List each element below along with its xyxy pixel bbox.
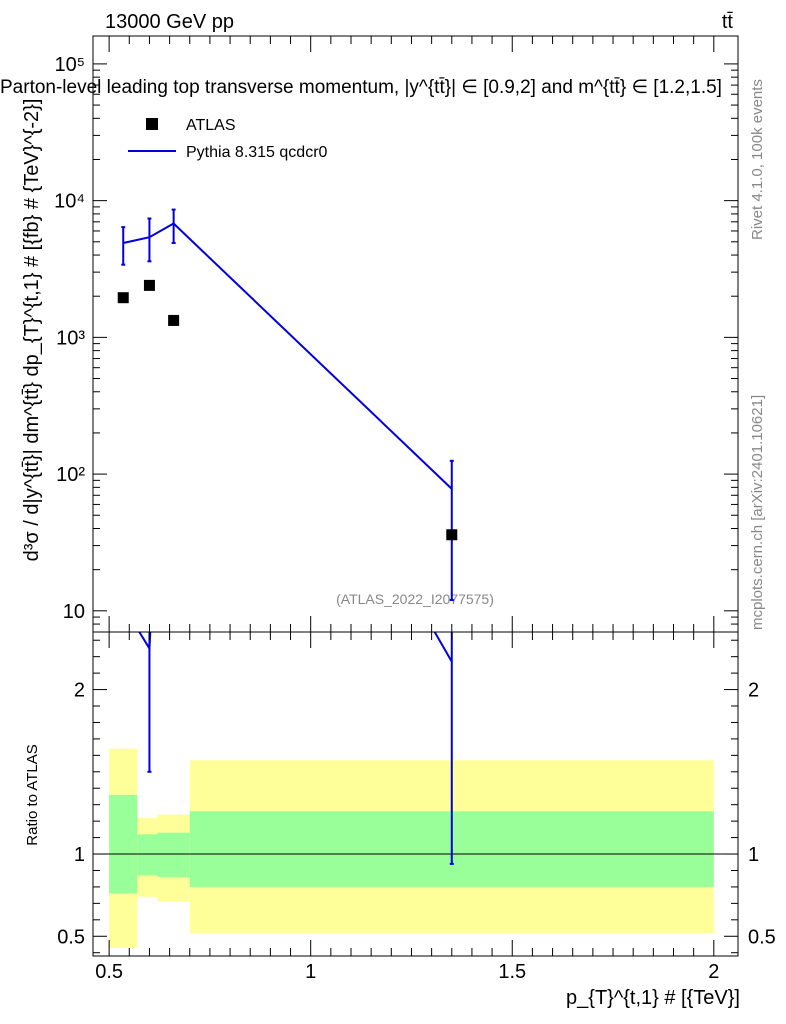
main-ytick-label: 10³: [56, 327, 85, 349]
uncertainty-band-green-0: [109, 794, 138, 894]
x-axis: 0.5 1 1.5 2: [95, 36, 719, 983]
main-ytick-label: 10⁵: [54, 54, 85, 76]
process-label: tt̄: [722, 11, 734, 33]
ratio-frame: [92, 631, 739, 957]
ratio-panel: 0.5 1 1.5 2 0.5 0.5 1 1 2 2: [57, 36, 776, 983]
ratio-ylabel: Ratio to ATLAS: [24, 744, 41, 845]
main-y-axis: 10 10² 10³ 10⁴ 10⁵: [54, 54, 738, 633]
xtick-label: 1: [305, 961, 316, 983]
atlas-point-2: [168, 314, 180, 326]
legend-pythia-label: Pythia 8.315 qcdcr0: [186, 144, 328, 161]
legend-atlas-label: ATLAS: [186, 117, 236, 134]
atlas-point-3: [446, 529, 458, 541]
atlas-point-1: [143, 279, 155, 291]
xtick-label: 0.5: [95, 961, 123, 983]
legend: ATLAS Pythia 8.315 qcdcr0: [128, 117, 328, 161]
energy-label: 13000 GeV pp: [105, 11, 234, 33]
legend-atlas-marker: [146, 118, 158, 130]
pythia-ratio-line: [138, 632, 453, 663]
ratio-y-axis: 0.5 0.5 1 1 2 2: [57, 639, 776, 954]
atlas-point-0: [117, 292, 129, 304]
main-ylabel: d³σ / d|y^{tt̄}| dm^{tt̄} dp_{T}^{t,1} #…: [21, 99, 43, 562]
ratio-ytick-label-left: 0.5: [57, 926, 85, 948]
rivet-version-label: Rivet 4.1.0, 100k events: [749, 79, 766, 240]
xtick-label: 2: [708, 961, 719, 983]
ratio-ytick-label-left: 2: [74, 680, 85, 702]
xlabel: p_{T}^{t,1} # [{TeV}]: [566, 987, 740, 1009]
analysis-id: (ATLAS_2022_I2077575): [336, 591, 494, 607]
ratio-ytick-label-right: 0.5: [748, 926, 776, 948]
main-ytick-label: 10⁴: [54, 191, 85, 213]
mcplots-label: mcplots.cern.ch [arXiv:2401.10621]: [749, 395, 766, 630]
ratio-ytick-label-right: 2: [748, 680, 759, 702]
ratio-ytick-label-right: 1: [748, 844, 759, 866]
uncertainty-band-green-1: [137, 834, 158, 876]
main-ytick-label: 10²: [56, 464, 85, 486]
ratio-plot-area: [138, 632, 454, 865]
uncertainty-band-green-2: [157, 832, 190, 878]
main-ytick-label: 10: [63, 601, 85, 623]
plot-title: Parton-level leading top transverse mome…: [0, 77, 722, 98]
ratio-ytick-label-left: 1: [74, 844, 85, 866]
pythia-line: [123, 222, 453, 490]
main-plot-area: [117, 208, 458, 601]
xtick-label: 1.5: [498, 961, 526, 983]
